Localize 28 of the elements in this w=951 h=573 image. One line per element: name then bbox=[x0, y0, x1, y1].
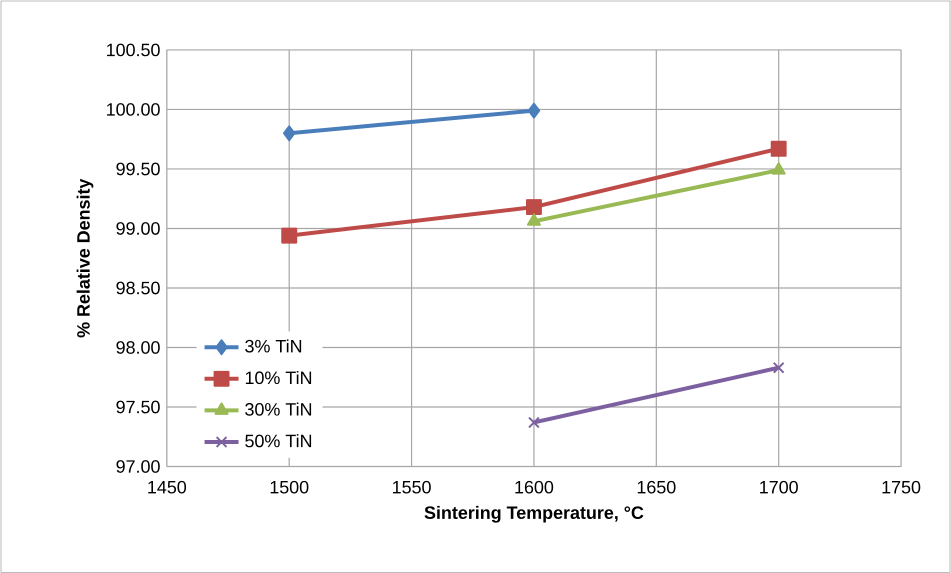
point bbox=[528, 416, 540, 428]
legend-label: 30% TiN bbox=[245, 402, 312, 416]
y-tick-label: 98.00 bbox=[116, 340, 160, 354]
y-tick-label: 100.00 bbox=[107, 102, 160, 116]
y-tick-label: 97.50 bbox=[116, 400, 160, 414]
point bbox=[281, 227, 298, 244]
y-tick-label: 100.50 bbox=[107, 43, 160, 56]
x-axis-title: Sintering Temperature, °C bbox=[424, 506, 644, 522]
point bbox=[282, 125, 296, 142]
y-tick-label: 98.50 bbox=[116, 281, 160, 294]
point bbox=[772, 362, 785, 374]
x-tick-label: 1700 bbox=[760, 480, 798, 494]
legend-label: 50% TiN bbox=[245, 434, 312, 448]
legend-label: 3% TiN bbox=[245, 339, 302, 352]
y-axis-title: % Relative Density bbox=[76, 178, 94, 338]
y-tick-label: 99.50 bbox=[116, 162, 160, 176]
x-tick-label: 1650 bbox=[638, 480, 676, 494]
point bbox=[526, 198, 542, 215]
y-tick-label: 97.00 bbox=[116, 460, 160, 473]
legend-label: 10% TiN bbox=[246, 370, 312, 384]
y-tick-label: 99.00 bbox=[116, 222, 160, 235]
x-tick-label: 1500 bbox=[270, 480, 308, 494]
point bbox=[528, 102, 540, 118]
x-tick-label: 1750 bbox=[882, 480, 920, 494]
x-tick-label: 1550 bbox=[393, 480, 431, 494]
x-tick-label: 1450 bbox=[148, 480, 186, 494]
x-tick-label: 1600 bbox=[515, 480, 554, 494]
point bbox=[770, 140, 787, 156]
